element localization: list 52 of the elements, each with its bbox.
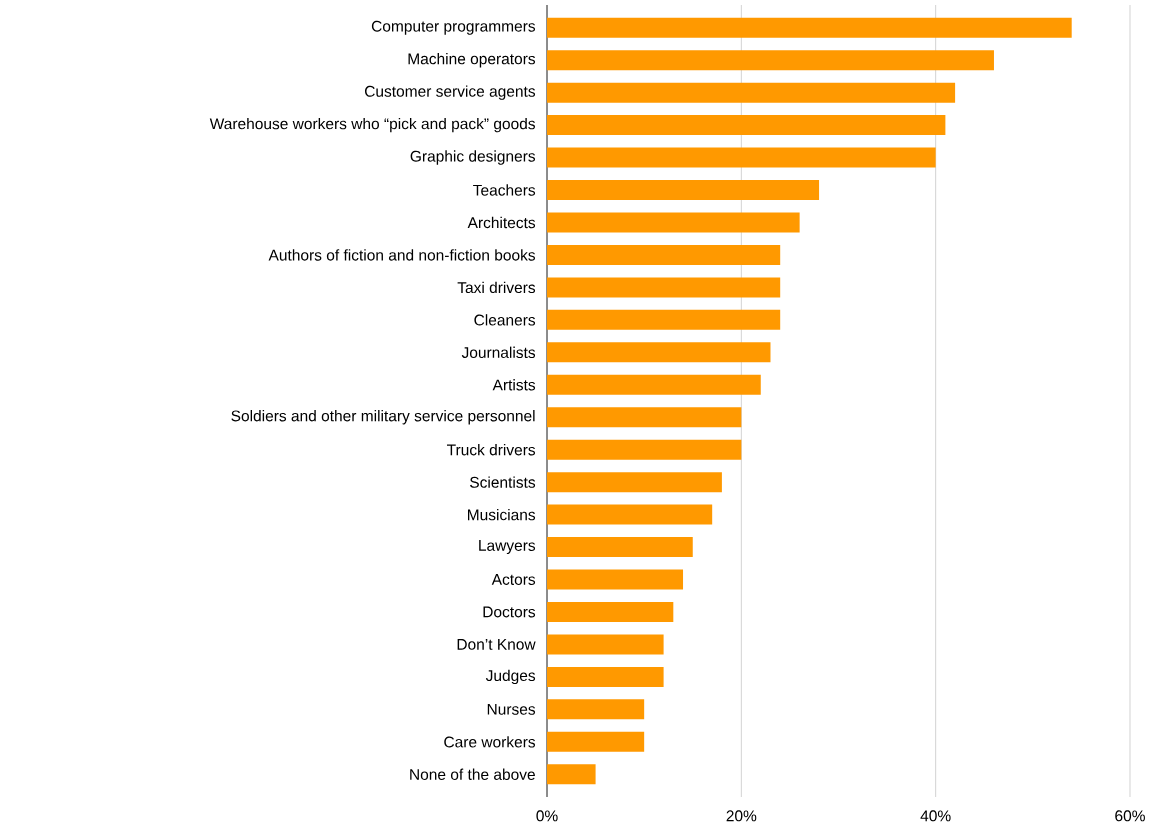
y-tick-label: Customer service agents: [364, 85, 536, 100]
y-tick-label: Machine operators: [408, 52, 536, 68]
bar: [547, 115, 946, 136]
y-tick-label: Truck drivers: [446, 444, 536, 456]
bar: [547, 342, 771, 363]
y-tick-label: Graphic designers: [410, 150, 536, 165]
bar: [547, 537, 693, 558]
y-tick-label: Journalists: [461, 346, 536, 359]
y-tick-label: Actors: [491, 574, 536, 585]
bar: [547, 82, 956, 103]
bar: [547, 764, 596, 785]
y-tick-label: Cleaners: [474, 314, 536, 326]
x-tick-label: 20%: [726, 810, 757, 822]
y-tick-label: Scientists: [470, 476, 536, 488]
y-tick-label: Artists: [492, 379, 536, 391]
y-tick-label: Warehouse workers who “pick and pack” goods: [209, 117, 535, 133]
bar: [547, 309, 781, 330]
y-tick-label: Judges: [485, 669, 536, 685]
y-tick-label: Computer programmers: [371, 20, 536, 35]
bar: [547, 699, 645, 720]
y-tick-label: Don’t Know: [457, 639, 536, 650]
bar: [547, 374, 761, 395]
y-tick-label: Doctors: [483, 606, 536, 618]
bar: [547, 50, 994, 71]
y-tick-label: Teachers: [473, 184, 536, 196]
y-tick-label: Lawyers: [479, 540, 536, 554]
x-tick-label: 0%: [536, 810, 558, 822]
bar: [547, 666, 664, 687]
bar: [547, 17, 1072, 38]
y-tick-label: Authors of fiction and non-fiction books: [268, 249, 536, 261]
bar: [547, 504, 713, 525]
bar: [547, 569, 684, 590]
bar: [547, 439, 742, 460]
x-tick-label: 40%: [920, 810, 951, 822]
bar: [547, 212, 800, 233]
y-tick-label: Nurses: [487, 703, 536, 715]
y-tick-label: Soldiers and other military service personnel: [231, 410, 535, 425]
bar: [547, 407, 742, 428]
bar: [547, 601, 674, 622]
bar: [547, 634, 664, 655]
bar: [547, 244, 781, 265]
bar: [547, 277, 781, 298]
y-tick-label: None of the above: [410, 768, 535, 780]
bar: [547, 180, 820, 201]
bar: [547, 147, 936, 168]
bar: [547, 472, 722, 493]
bar: [547, 731, 645, 752]
x-tick-label: 60%: [1115, 810, 1145, 822]
y-tick-label: Taxi drivers: [457, 281, 536, 294]
y-tick-label: Care workers: [444, 736, 536, 748]
y-tick-label: Architects: [467, 216, 536, 229]
y-tick-label: Musicians: [468, 508, 536, 521]
